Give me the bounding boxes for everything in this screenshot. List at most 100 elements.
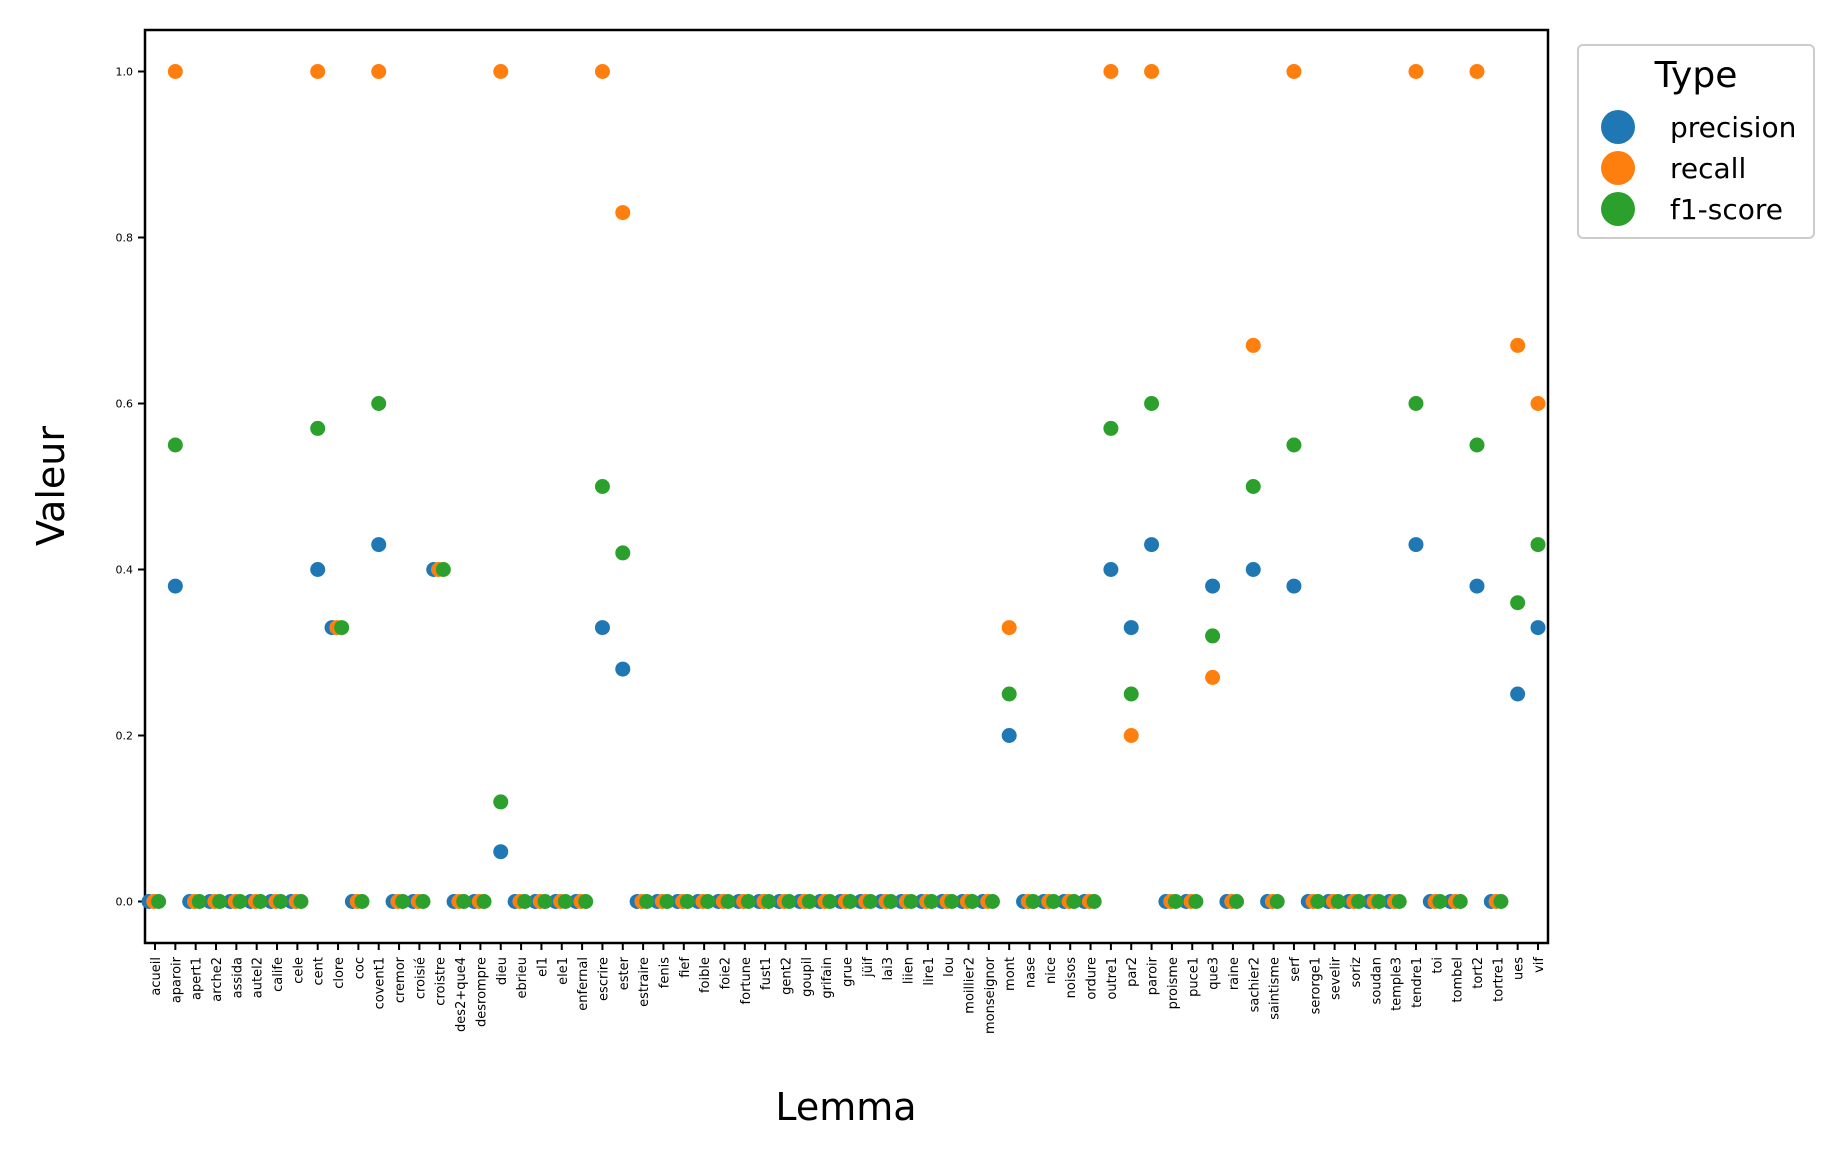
data-point-f1-score [415,894,431,909]
data-point-f1-score [883,894,899,909]
x-tick-label: lai3 [881,957,896,980]
x-tick-label: foie2 [718,957,733,989]
data-point-precision [1408,537,1424,553]
data-point-recall [1245,337,1261,353]
data-point-precision [167,578,183,594]
data-point-f1-score [944,894,960,909]
data-point-f1-score [334,620,350,636]
x-tick-label: acueil [149,957,164,996]
data-point-f1-score [1330,894,1346,909]
x-tick-label: par2 [1125,957,1140,987]
data-point-f1-score [1001,686,1017,702]
data-point-f1-score [964,894,980,909]
data-points [141,64,1546,909]
data-point-f1-score [1310,894,1326,909]
x-tick-label: apert1 [190,957,205,1000]
data-point-f1-score [679,894,695,909]
data-point-f1-score [1408,396,1424,411]
x-tick-label: ordure [1085,957,1100,1000]
data-point-f1-score [903,894,919,909]
data-point-f1-score [435,562,451,577]
x-tick-label: sachier2 [1247,957,1262,1012]
data-point-f1-score [1205,628,1221,644]
data-point-precision [371,537,387,553]
data-point-precision [1245,562,1261,577]
x-tick-label: fief [678,957,693,978]
data-point-precision [493,844,509,860]
data-point-f1-score [1123,686,1139,702]
x-tick-label: soriz [1349,957,1364,988]
x-tick-label: jüif [861,957,876,978]
data-point-f1-score [1086,894,1102,909]
x-tick-label: coc [352,957,367,979]
x-tick-label: grue [841,957,856,987]
legend-marker-precision [1601,110,1635,144]
data-point-recall [1408,64,1424,79]
x-tick-label: clore [332,957,347,989]
data-point-f1-score [167,437,183,453]
data-point-recall [615,205,631,221]
x-tick-label: toi [1430,957,1445,974]
data-point-f1-score [354,894,370,909]
data-point-precision [310,562,326,577]
x-tick-label: enfernal [576,957,591,1011]
data-point-recall [1510,337,1526,353]
legend-label-recall: recall [1670,152,1746,185]
legend-marker-recall [1601,151,1635,185]
x-tick-label: cele [291,957,306,984]
x-tick-label: gent2 [779,957,794,995]
y-axis-title: Valeur [29,426,73,546]
data-point-f1-score [1168,894,1184,909]
data-point-f1-score [395,894,411,909]
data-point-recall [493,64,509,79]
data-point-recall [1205,669,1221,685]
data-point-f1-score [1530,537,1546,553]
data-point-f1-score [1025,894,1041,909]
x-tick-label: goupil [800,957,815,997]
data-point-recall [1286,64,1302,79]
data-point-f1-score [1469,437,1485,453]
data-point-f1-score [1144,396,1160,411]
x-tick-label: fenis [657,957,672,988]
x-tick-label: lou [942,957,957,977]
x-tick-label: grifain [820,957,835,999]
data-point-f1-score [1510,595,1526,611]
x-tick-label: lire1 [922,957,937,986]
plot-area: 0.0 0.2 0.4 0.6 0.8 1.0 acueil aparoir apert1 ar… [116,28,1550,1034]
plot-frame [143,28,1550,945]
data-point-f1-score [1286,437,1302,453]
data-point-f1-score [151,894,167,909]
x-tick-label: ues [1512,957,1527,980]
x-axis-title: Lemma [775,1085,916,1129]
x-tick-label: fust1 [759,957,774,990]
x-tick-label: nase [1024,957,1039,988]
x-tick-label: croisié [413,957,428,999]
data-point-recall [1530,396,1546,411]
data-point-f1-score [1245,479,1261,494]
data-point-f1-score [1452,894,1468,909]
legend-frame [1577,44,1815,239]
x-tick-label: proisme [1166,957,1181,1009]
data-point-f1-score [594,479,610,494]
data-point-precision [1123,620,1139,636]
x-tick-label: noisos [1064,957,1079,999]
data-point-recall [594,64,610,79]
data-point-f1-score [781,894,797,909]
data-point-precision [615,661,631,677]
y-tick-label: 0.8 [116,232,134,245]
x-tick-label: foible [698,957,713,993]
x-tick-label: mont [1003,957,1018,991]
data-point-precision [1469,578,1485,594]
data-point-f1-score [293,894,309,909]
legend-label-precision: precision [1670,111,1796,144]
data-point-precision [1510,686,1526,702]
x-tick-label: outre1 [1105,957,1120,1000]
data-point-recall [1469,64,1485,79]
data-point-f1-score [1066,894,1082,909]
data-point-precision [1001,728,1017,743]
x-tick-label: temple3 [1390,957,1405,1011]
data-point-f1-score [1045,894,1061,909]
y-tick-label: 0.2 [116,730,134,743]
data-point-f1-score [310,420,326,436]
data-point-f1-score [822,894,838,909]
